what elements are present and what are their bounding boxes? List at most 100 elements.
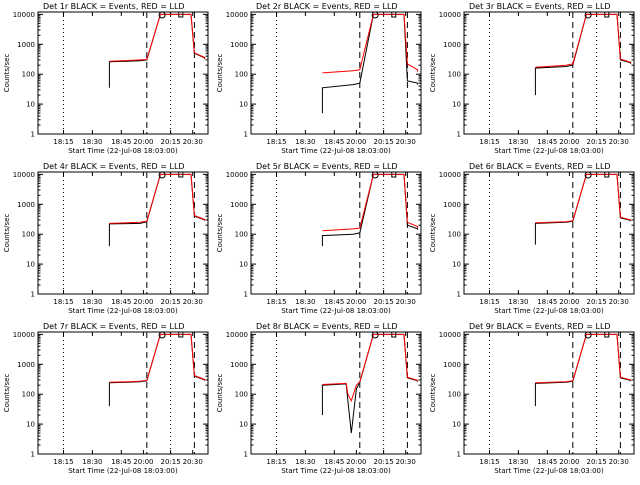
- y-tick-label: 1000: [230, 201, 248, 209]
- marker-box: [604, 331, 610, 338]
- panel-det-6: Det 6r BLACK = Events, RED = LLD 1 10 100 10…: [429, 162, 635, 315]
- x-tick-label: 18:45: [537, 458, 557, 466]
- plot-frame: [463, 331, 635, 455]
- x-tick-label: 18:15: [479, 458, 499, 466]
- x-tick-label: 18:45: [537, 298, 557, 306]
- plot-frame: [463, 11, 635, 135]
- lld-series-line: [322, 13, 419, 74]
- panel-title: Det 7r BLACK = Events, RED = LLD: [43, 322, 185, 331]
- x-axis-title: Start Time (22-Jul-08 18:03:00): [281, 307, 391, 315]
- lld-series-line: [535, 333, 632, 384]
- y-tick-label: 1000: [230, 361, 248, 369]
- x-tick-label: 18:45: [111, 138, 131, 146]
- y-tick-label: 1000: [17, 361, 35, 369]
- y-axis-title: Counts/sec: [3, 374, 11, 413]
- x-tick-label: 20:15: [587, 458, 607, 466]
- y-tick-label: 1000: [17, 41, 35, 49]
- y-axis-title: Counts/sec: [3, 54, 11, 93]
- plot-frame: [37, 331, 209, 455]
- marker-circle: [371, 11, 379, 19]
- x-tick-label: 20:30: [609, 298, 629, 306]
- y-tick-label: 10000: [439, 11, 461, 19]
- x-tick-label: 20:30: [396, 458, 416, 466]
- x-axis-title: Start Time (22-Jul-08 18:03:00): [281, 467, 391, 475]
- y-tick-label: 1000: [443, 201, 461, 209]
- plot-frame: [37, 171, 209, 295]
- x-tick-label: 18:30: [295, 298, 315, 306]
- y-tick-label: 1: [244, 291, 248, 299]
- x-tick-label: 20:30: [609, 138, 629, 146]
- panel-title: Det 2r BLACK = Events, RED = LLD: [256, 2, 398, 11]
- x-tick-label: 20:30: [183, 298, 203, 306]
- marker-box: [178, 171, 184, 178]
- marker-box: [178, 11, 184, 18]
- y-tick-label: 1: [457, 451, 461, 459]
- marker-circle: [158, 11, 166, 19]
- marker-box: [604, 171, 610, 178]
- x-tick-label: 20:15: [374, 458, 394, 466]
- lld-series-line: [109, 333, 206, 383]
- x-tick-label: 20:15: [374, 298, 394, 306]
- x-tick-label: 18:45: [537, 138, 557, 146]
- x-tick-label: 18:30: [295, 138, 315, 146]
- y-tick-label: 1000: [17, 201, 35, 209]
- y-tick-label: 1000: [230, 41, 248, 49]
- y-tick-label: 10000: [13, 11, 35, 19]
- y-tick-label: 1000: [443, 361, 461, 369]
- x-tick-label: 20:15: [587, 298, 607, 306]
- panel-det-5: Det 5r BLACK = Events, RED = LLD 1 10 100 10…: [216, 162, 422, 315]
- panel-title: Det 4r BLACK = Events, RED = LLD: [43, 162, 185, 171]
- y-tick-label: 10000: [439, 171, 461, 179]
- y-axis-title: Counts/sec: [216, 374, 224, 413]
- y-axis-title: Counts/sec: [216, 214, 224, 253]
- x-tick-label: 18:30: [508, 298, 528, 306]
- y-tick-label: 10: [239, 261, 248, 269]
- lld-series-line: [109, 173, 206, 224]
- lld-series-line: [535, 13, 632, 68]
- x-tick-label: 18:45: [324, 138, 344, 146]
- panel-det-3: Det 3r BLACK = Events, RED = LLD 1 10 100 10…: [429, 2, 635, 155]
- x-tick-label: 20:15: [374, 138, 394, 146]
- y-axis-title: Counts/sec: [216, 54, 224, 93]
- x-axis-title: Start Time (22-Jul-08 18:03:00): [494, 467, 604, 475]
- panel-title: Det 5r BLACK = Events, RED = LLD: [256, 162, 398, 171]
- panel-det-8: Det 8r BLACK = Events, RED = LLD 1 10 100 10…: [216, 322, 422, 475]
- x-tick-label: 20:15: [587, 138, 607, 146]
- plot-frame: [250, 171, 422, 295]
- y-axis-title: Counts/sec: [3, 214, 11, 253]
- panel-det-1: Det 1r BLACK = Events, RED = LLD 1 10 100 10…: [3, 2, 209, 155]
- y-tick-label: 10000: [13, 331, 35, 339]
- lld-series-line: [322, 173, 419, 232]
- x-tick-label: 18:30: [295, 458, 315, 466]
- events-series-line: [321, 173, 419, 247]
- y-tick-label: 10000: [226, 11, 248, 19]
- marker-box: [604, 11, 610, 18]
- y-tick-label: 10000: [226, 171, 248, 179]
- y-tick-label: 100: [448, 391, 461, 399]
- y-tick-label: 1: [457, 131, 461, 139]
- y-tick-label: 10: [452, 101, 461, 109]
- x-tick-label: 20:00: [133, 138, 153, 146]
- x-tick-label: 18:45: [324, 458, 344, 466]
- x-tick-label: 18:45: [324, 298, 344, 306]
- marker-box: [391, 11, 397, 18]
- marker-box: [391, 331, 397, 338]
- marker-circle: [371, 331, 379, 339]
- x-axis-title: Start Time (22-Jul-08 18:03:00): [494, 307, 604, 315]
- panel-title: Det 9r BLACK = Events, RED = LLD: [469, 322, 611, 331]
- x-tick-label: 20:00: [346, 458, 366, 466]
- marker-circle: [158, 331, 166, 339]
- x-tick-label: 20:30: [609, 458, 629, 466]
- y-tick-label: 10: [26, 261, 35, 269]
- panel-det-4: Det 4r BLACK = Events, RED = LLD 1 10 100 10…: [3, 162, 209, 315]
- marker-circle: [584, 11, 592, 19]
- y-tick-label: 10: [26, 421, 35, 429]
- marker-circle: [584, 331, 592, 339]
- y-tick-label: 100: [235, 391, 248, 399]
- x-axis-title: Start Time (22-Jul-08 18:03:00): [68, 307, 178, 315]
- plot-frame: [250, 331, 422, 455]
- y-tick-label: 100: [22, 391, 35, 399]
- y-tick-label: 1: [244, 451, 248, 459]
- x-tick-label: 20:15: [161, 298, 181, 306]
